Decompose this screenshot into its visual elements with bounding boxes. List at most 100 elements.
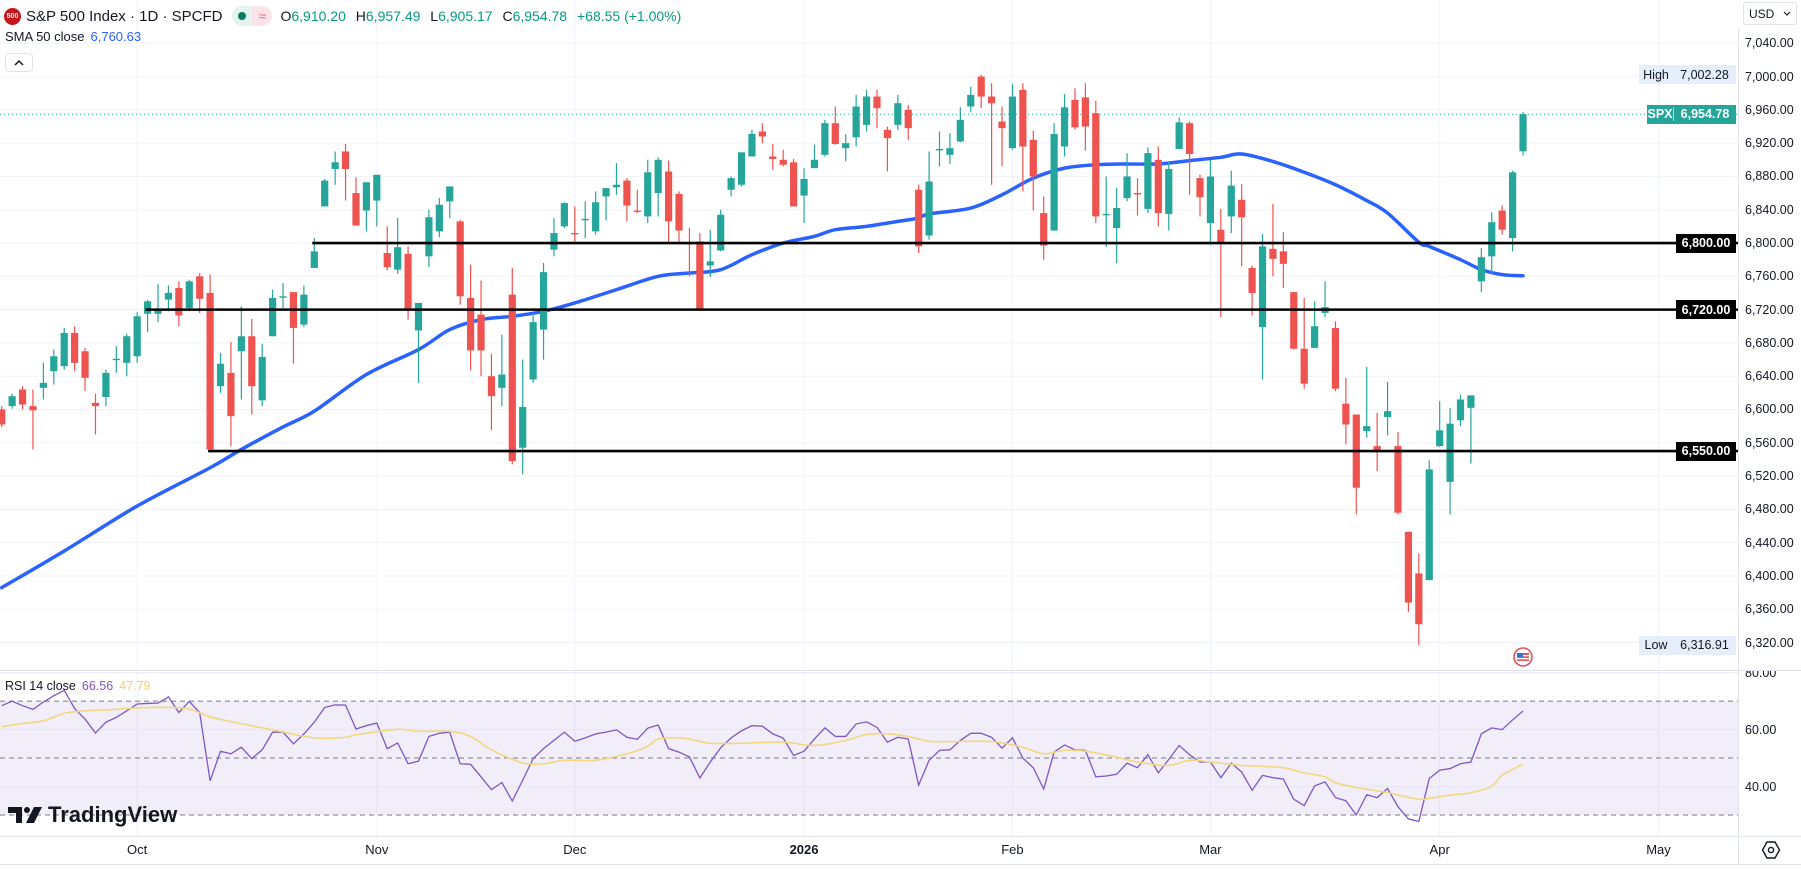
- price-tick-label: 6,400.00: [1745, 568, 1794, 583]
- candle-body: [196, 276, 204, 299]
- candle: [571, 206, 579, 244]
- candle: [112, 346, 120, 373]
- price-tick-label: 6,560.00: [1745, 435, 1794, 450]
- candle: [237, 306, 245, 400]
- candle: [216, 352, 225, 393]
- sma-legend[interactable]: SMA 50 close 6,760.63: [5, 29, 141, 44]
- candle: [362, 182, 370, 232]
- candle: [1258, 233, 1267, 380]
- candle-body: [1071, 99, 1079, 128]
- candles: [0, 74, 1527, 646]
- candle: [1217, 208, 1225, 318]
- price-tick-label: 6,880.00: [1745, 169, 1794, 184]
- candle: [1102, 176, 1110, 248]
- candle: [185, 279, 193, 312]
- candle-body: [727, 178, 735, 190]
- candle-body: [112, 358, 120, 361]
- candle: [102, 369, 110, 407]
- candle: [1113, 188, 1121, 264]
- candle: [446, 186, 454, 219]
- low-value: 6,316.91: [1680, 638, 1729, 653]
- candle-body: [175, 287, 183, 316]
- market-status-pill[interactable]: ≈: [232, 6, 273, 26]
- candle: [1019, 83, 1027, 192]
- candle-body: [1258, 246, 1267, 328]
- candle-body: [1029, 139, 1037, 177]
- candle: [696, 233, 704, 310]
- price-tick-label: 6,760.00: [1745, 269, 1794, 284]
- candle-body: [664, 171, 673, 222]
- currency-select[interactable]: USD: [1743, 2, 1797, 25]
- candle-body: [1509, 172, 1517, 239]
- candle-body: [279, 296, 287, 298]
- candle: [29, 389, 37, 450]
- price-axis[interactable]: 7,040.00 7,000.00 6,960.00 6,920.00 6,880.00…: [1739, 28, 1801, 670]
- candle-body: [18, 389, 27, 405]
- rsi-legend[interactable]: RSI 14 close 66.56 47.79: [5, 679, 150, 693]
- us-economic-event-icon[interactable]: [1513, 647, 1533, 667]
- candle: [425, 209, 433, 268]
- candle: [133, 312, 141, 363]
- close-value: 6,954.78: [512, 8, 568, 24]
- candle-body: [519, 406, 527, 448]
- candle-body: [1394, 446, 1402, 513]
- candle-body: [1206, 176, 1215, 224]
- candle: [1029, 130, 1037, 211]
- candle: [321, 178, 329, 207]
- level-value: 6,550.00: [1681, 444, 1731, 459]
- collapse-legend-button[interactable]: [5, 53, 33, 72]
- candle-body: [810, 159, 819, 169]
- candle: [800, 168, 808, 224]
- open-value: 6,910.20: [291, 8, 346, 24]
- close-label: C: [502, 8, 513, 24]
- price-tick-label: 6,440.00: [1745, 535, 1794, 550]
- candle-body: [571, 233, 579, 235]
- settings-icon[interactable]: [1760, 839, 1782, 861]
- rsi-label: RSI 14 close: [5, 679, 76, 693]
- high-price-label: High 7,002.28: [1639, 65, 1736, 85]
- candle-body: [206, 292, 214, 450]
- candle: [383, 226, 391, 271]
- price-tick-label: 6,920.00: [1745, 136, 1794, 151]
- symbol-title[interactable]: S&P 500 Index · 1D · SPCFD: [26, 7, 223, 25]
- candle: [1238, 183, 1246, 267]
- candle-body: [988, 96, 996, 104]
- tradingview-logo[interactable]: TradingView: [8, 802, 177, 828]
- symbol-legend[interactable]: 500 S&P 500 Index · 1D · SPCFD ≈ O6,910.…: [4, 6, 687, 26]
- candle-body: [1123, 176, 1131, 199]
- candle-body: [800, 178, 808, 196]
- candle: [227, 342, 235, 447]
- candle: [873, 89, 881, 129]
- candle: [143, 299, 152, 333]
- candle-body: [779, 159, 787, 165]
- candle-body: [675, 193, 683, 231]
- candle: [1383, 382, 1392, 436]
- candle: [519, 359, 527, 475]
- candle: [935, 131, 944, 167]
- candle-body: [904, 109, 912, 129]
- candle-body: [769, 156, 777, 159]
- candle-body: [696, 241, 704, 310]
- candle: [1071, 88, 1079, 130]
- candle-body: [143, 301, 152, 314]
- candle-body: [1477, 257, 1485, 282]
- candle: [1060, 94, 1069, 157]
- candle-body: [425, 217, 433, 257]
- candle: [737, 152, 746, 187]
- candle: [196, 272, 204, 313]
- high-label: High: [1643, 67, 1669, 82]
- open-label: O: [280, 8, 292, 24]
- candle-body: [39, 382, 47, 388]
- candle-body: [821, 123, 829, 155]
- logo-text: TradingView: [48, 802, 178, 827]
- candle-body: [1196, 178, 1204, 198]
- candle-body: [790, 162, 798, 207]
- candle: [1415, 553, 1423, 646]
- candle: [1425, 460, 1433, 581]
- candle: [706, 229, 714, 278]
- candle: [633, 189, 641, 214]
- rsi-axis[interactable]: 80.00 60.00 40.00: [1739, 671, 1801, 836]
- candle: [81, 347, 89, 392]
- candle-body: [310, 251, 318, 268]
